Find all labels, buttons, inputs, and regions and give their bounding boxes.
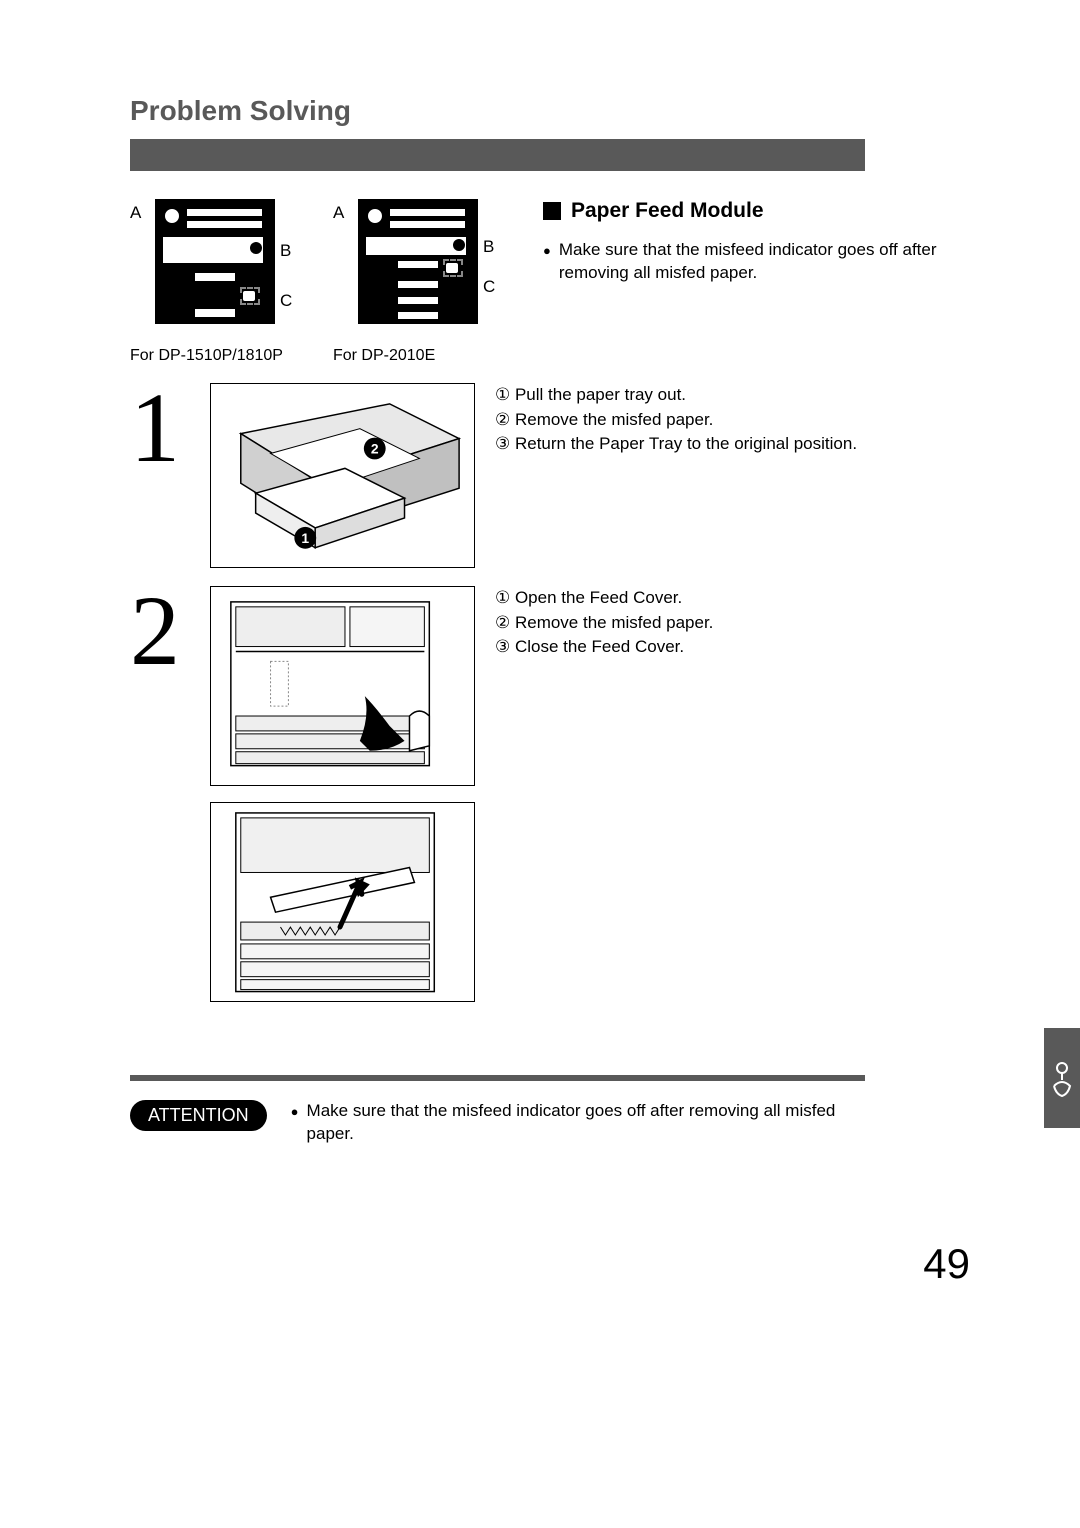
panel-diagram-right: A B C For DP-2010E xyxy=(333,199,483,365)
step2-line3: ③ Close the Feed Cover. xyxy=(495,635,985,660)
attention-label: ATTENTION xyxy=(130,1100,267,1131)
intro-bullet-text: Make sure that the misfeed indicator goe… xyxy=(559,239,985,285)
side-tab xyxy=(1044,1028,1080,1128)
step2-line1: ① Open the Feed Cover. xyxy=(495,586,985,611)
attention-row: ATTENTION Make sure that the misfeed ind… xyxy=(130,1100,865,1146)
step-row-1: 1 2 1 ① Pull the paper tray out. ② Remov… xyxy=(130,383,985,568)
feed-cover-diagram-icon xyxy=(211,587,474,785)
subheading: Paper Feed Module xyxy=(571,199,764,223)
step-number-1: 1 xyxy=(130,383,190,473)
manual-page: Problem Solving A xyxy=(0,0,1080,1528)
step-number-2: 2 xyxy=(130,586,190,676)
feed-cover-open-diagram-icon xyxy=(211,803,474,1001)
section-title: Problem Solving xyxy=(130,95,985,127)
step1-illustration: 2 1 xyxy=(210,383,475,568)
tray-diagram-icon: 2 1 xyxy=(211,384,474,568)
step2-line2: ② Remove the misfed paper. xyxy=(495,611,985,636)
problem-solving-tab-icon xyxy=(1050,1058,1074,1098)
top-diagram-row: A B C For DP-1510P/18 xyxy=(130,199,985,365)
title-bar xyxy=(130,139,865,171)
label-c-right: C xyxy=(483,277,495,297)
label-a-right: A xyxy=(333,203,344,223)
panel-diagram-left: A B C For DP-1510P/18 xyxy=(130,199,283,365)
label-c-left: C xyxy=(280,291,292,311)
step2-description: ① Open the Feed Cover. ② Remove the misf… xyxy=(495,586,985,660)
caption-left: For DP-1510P/1810P xyxy=(130,347,283,365)
intro-bullet: Make sure that the misfeed indicator goe… xyxy=(543,239,985,285)
step1-line2: ② Remove the misfed paper. xyxy=(495,408,985,433)
page-number: 49 xyxy=(923,1240,970,1288)
bullet-square-icon xyxy=(543,202,561,220)
svg-text:2: 2 xyxy=(371,440,379,456)
label-a-left: A xyxy=(130,203,141,223)
step2-illustration-top xyxy=(210,586,475,786)
svg-text:1: 1 xyxy=(301,530,309,546)
step2-illustration-bottom xyxy=(210,802,475,1002)
step1-line1: ① Pull the paper tray out. xyxy=(495,383,985,408)
step1-description: ① Pull the paper tray out. ② Remove the … xyxy=(495,383,985,457)
label-b-right: B xyxy=(483,237,494,257)
intro-column: Paper Feed Module Make sure that the mis… xyxy=(533,199,985,285)
attention-text: Make sure that the misfeed indicator goe… xyxy=(307,1100,865,1146)
step-row-2: 2 xyxy=(130,586,985,1002)
label-b-left: B xyxy=(280,241,291,261)
bottom-rule xyxy=(130,1075,865,1081)
bullet-dot-icon xyxy=(291,1100,299,1146)
bullet-dot-icon xyxy=(543,239,551,285)
caption-right: For DP-2010E xyxy=(333,347,483,365)
step1-line3: ③ Return the Paper Tray to the original … xyxy=(495,432,985,457)
